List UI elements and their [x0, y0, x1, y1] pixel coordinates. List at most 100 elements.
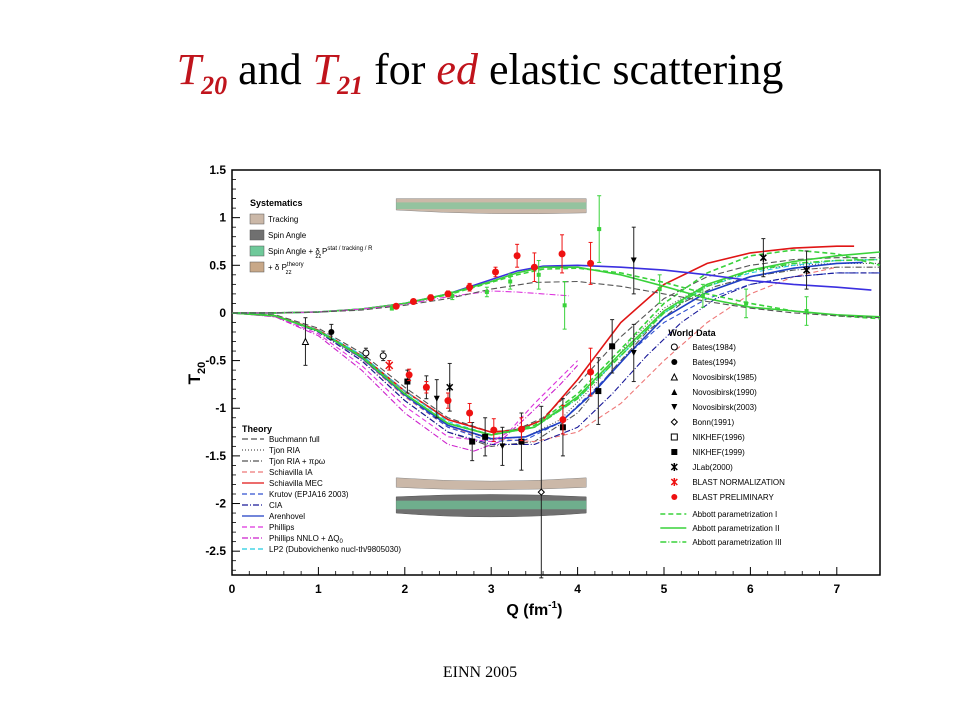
y-tick-label: 1.5: [209, 163, 226, 177]
world-legend-label: BLAST PRELIMINARY: [692, 493, 774, 502]
theory-legend-label: Tjon RIA + πρω: [269, 457, 325, 466]
world-legend-label: Novosibirsk(1990): [692, 388, 757, 397]
blast-data-point: [559, 416, 567, 424]
world-data-point: [803, 266, 811, 275]
y-tick-label: 0: [219, 306, 226, 320]
abbott-legend-label: Abbott parametrization II: [692, 524, 779, 533]
world-legend-marker: [671, 449, 678, 455]
world-legend-label: BLAST NORMALIZATION: [692, 478, 785, 487]
blast-data-point: [409, 298, 417, 306]
systematics-legend-swatch: [249, 245, 265, 257]
world-data-point: [595, 388, 602, 395]
x-tick-label: 0: [229, 582, 236, 596]
blast-data-point: [513, 252, 521, 260]
green-data-point: [484, 289, 489, 294]
x-tick-label: 4: [574, 582, 581, 596]
world-legend-marker: [670, 372, 679, 381]
blast-data-point: [558, 250, 566, 258]
world-legend-label: Novosibirsk(2003): [692, 403, 757, 412]
systematics-legend-swatch: [249, 229, 265, 241]
systematics-legend-label: Spin Angle: [268, 231, 307, 240]
abbott-legend-label: Abbott parametrization I: [692, 510, 777, 519]
theory-legend-label: Phillips: [269, 523, 294, 532]
blast-data-point: [517, 425, 525, 433]
world-data-point: [469, 438, 476, 445]
y-tick-label: -2: [215, 497, 226, 511]
world-data-point: [518, 438, 525, 445]
green-data-point: [744, 301, 749, 306]
theory-legend-label: Krutov (EPJA16 2003): [269, 490, 349, 499]
title-t20-symbol: T20: [176, 45, 228, 100]
world-data-point: [609, 343, 616, 350]
blast-data-point: [427, 294, 435, 302]
theory-legend-label: Schiavilla IA: [269, 468, 313, 477]
footer-text: EINN 2005: [442, 664, 518, 681]
systematics-band-lower-green: [396, 500, 587, 510]
world-legend-label: NIKHEF(1999): [692, 448, 745, 457]
world-data-point: [482, 433, 489, 440]
world-data-point: [446, 383, 454, 392]
world-data-point: [630, 349, 637, 356]
theory-curve-1: [231, 262, 880, 441]
theory-legend-label: LP2 (Dubovichenko nucl-th/9805030): [269, 545, 401, 554]
y-tick-label: -2.5: [205, 544, 226, 558]
x-tick-label: 7: [833, 582, 840, 596]
world-data-point: [301, 337, 310, 346]
slide-title: T20 and T21 for ed elastic scattering: [0, 44, 960, 101]
blast-data-point: [530, 263, 538, 271]
y-tick-label: -0.5: [205, 354, 226, 368]
blast-data-point: [587, 368, 595, 376]
theory-legend-label: Buchmann full: [269, 435, 320, 444]
world-legend-marker: [670, 463, 678, 471]
title-rest: elastic scattering: [477, 45, 784, 94]
blast-data-point: [490, 426, 498, 434]
world-data-point: [433, 395, 440, 402]
blast-data-point: [444, 290, 452, 298]
world-legend-marker: [670, 478, 678, 486]
world-data-point: [499, 443, 506, 450]
y-tick-label: 1: [219, 211, 226, 225]
blast-data-point: [466, 283, 474, 291]
systematics-legend-swatch: [249, 213, 265, 225]
world-data-point: [362, 349, 370, 357]
theory-legend-title: Theory: [242, 424, 272, 434]
world-legend-marker: [671, 404, 678, 410]
title-t21-symbol: T21: [312, 45, 364, 100]
systematics-legend-label: + δ Ptheory zz: [268, 262, 304, 276]
y-tick-label: -1: [215, 401, 226, 415]
theory-legend-label: Arenhovel: [269, 512, 305, 521]
world-legend-label: Bates(1984): [692, 343, 736, 352]
systematics-band-lower-tracking: [395, 477, 587, 490]
theory-legend-label: Schiavilla MEC: [269, 479, 323, 488]
world-data-point: [759, 253, 767, 262]
green-data-point: [536, 272, 541, 277]
world-legend-label: NIKHEF(1996): [692, 433, 745, 442]
world-data-point: [630, 257, 637, 264]
theory-curve-17: [232, 290, 570, 314]
blast-data-point: [466, 409, 474, 417]
blast-data-point: [385, 360, 394, 370]
theory-legend-label: Tjon RIA: [269, 446, 301, 455]
title-and: and: [227, 45, 313, 94]
x-tick-label: 5: [661, 582, 668, 596]
y-tick-label: -1.5: [205, 449, 226, 463]
world-legend-label: JLab(2000): [692, 463, 733, 472]
x-tick-label: 1: [315, 582, 322, 596]
blast-data-point: [492, 268, 500, 276]
world-legend-marker: [670, 343, 678, 351]
y-tick-label: 0.5: [209, 258, 226, 272]
blast-data-point: [422, 383, 430, 391]
world-legend-label: Novosibirsk(1985): [692, 373, 757, 382]
world-data-point: [379, 352, 387, 360]
world-legend-label: Bates(1994): [692, 358, 736, 367]
x-axis-label: Q (fm-1): [506, 600, 562, 619]
world-legend-marker: [671, 359, 678, 365]
systematics-legend-label: Tracking: [268, 215, 298, 224]
green-data-point: [657, 287, 662, 292]
green-data-point: [562, 303, 567, 308]
systematics-legend-title: Systematics: [250, 198, 303, 208]
world-data-point: [537, 488, 546, 496]
world-legend-title: World Data: [668, 328, 716, 338]
x-tick-label: 3: [488, 582, 495, 596]
